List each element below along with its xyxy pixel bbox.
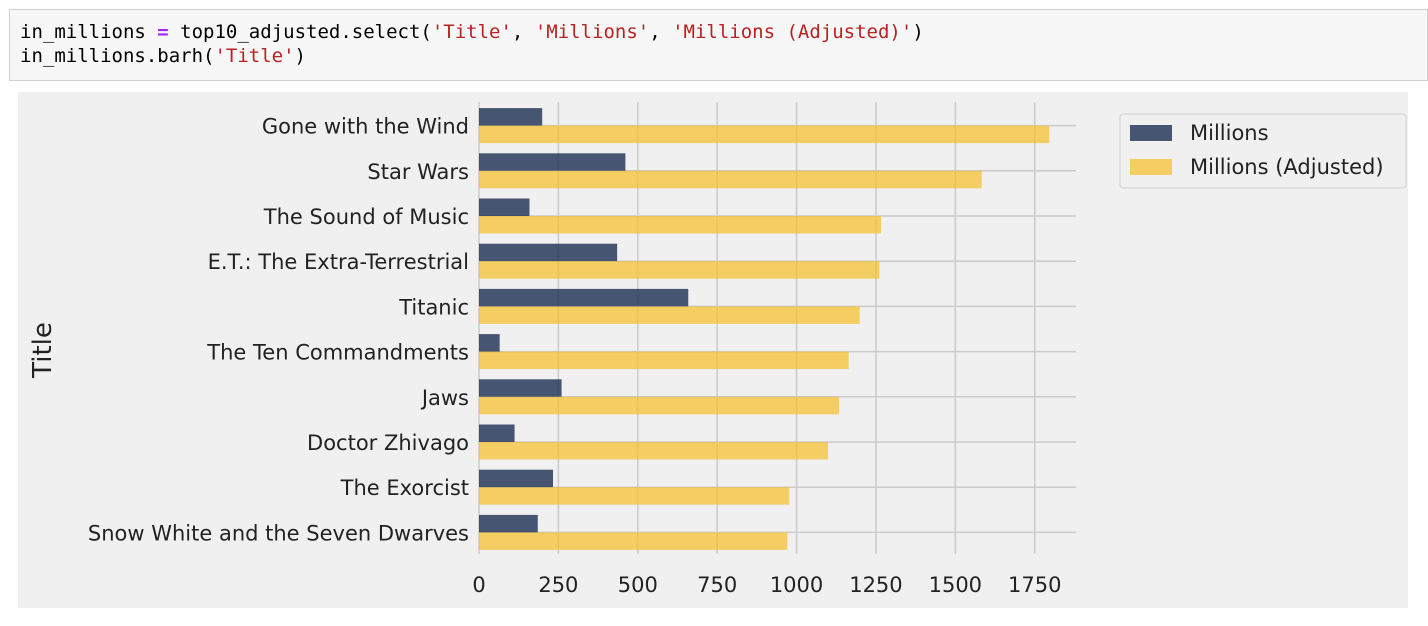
code-token: in_millions xyxy=(20,21,158,43)
legend-box xyxy=(1119,113,1407,189)
bar-millions-adjusted xyxy=(479,125,1050,144)
legend-label: Millions xyxy=(1190,121,1269,145)
code-cell[interactable]: in_millions = top10_adjusted.select('Tit… xyxy=(9,9,1428,81)
x-tick-label: 750 xyxy=(697,573,737,597)
code-line-2: in_millions.barh('Title') xyxy=(20,44,306,68)
bar-millions-adjusted xyxy=(479,487,790,505)
bar-millions-adjusted xyxy=(479,306,860,324)
x-tick-label: 1000 xyxy=(770,573,823,597)
bar-millions xyxy=(479,243,618,262)
y-tick-label: Star Wars xyxy=(367,160,469,184)
bar-millions xyxy=(479,514,538,533)
bar-millions-adjusted xyxy=(479,170,982,189)
x-tick-label: 1750 xyxy=(1008,573,1061,597)
code-token: , xyxy=(511,21,535,43)
bar-millions xyxy=(479,198,530,216)
legend-swatch-millions-adjusted xyxy=(1130,159,1172,175)
bar-millions-adjusted xyxy=(479,216,882,234)
code-token: 'Title' xyxy=(431,21,512,43)
bar-millions-adjusted xyxy=(479,396,840,415)
code-line-1: in_millions = top10_adjusted.select('Tit… xyxy=(20,20,924,44)
barh-chart: Gone with the Wind Star Wars The Sound of … xyxy=(18,92,1408,608)
legend-label: Millions (Adjusted) xyxy=(1190,155,1384,179)
y-tick-label: Jaws xyxy=(420,386,469,410)
bar-millions xyxy=(479,334,500,352)
x-tick-label: 0 xyxy=(472,573,485,597)
output-area: Gone with the Wind Star Wars The Sound of … xyxy=(18,92,1408,608)
bar-millions xyxy=(479,288,689,307)
y-tick-label: Titanic xyxy=(398,295,469,319)
bar-millions-adjusted xyxy=(479,261,880,279)
bar-millions xyxy=(479,469,553,488)
y-tick-label: The Ten Commandments xyxy=(206,341,469,365)
bar-millions xyxy=(479,153,626,171)
code-token: top10_adjusted.select( xyxy=(168,21,432,43)
code-token: 'Millions' xyxy=(534,21,650,43)
y-tick-label: The Exorcist xyxy=(340,476,469,500)
legend-swatch-millions xyxy=(1130,125,1172,141)
bar-millions xyxy=(479,379,562,397)
x-tick-label: 1250 xyxy=(849,573,902,597)
chart-legend: Millions Millions (Adjusted) xyxy=(1119,113,1407,189)
bar-millions-adjusted xyxy=(479,351,849,370)
y-tick-label: The Sound of Music xyxy=(263,205,469,229)
code-token: ) xyxy=(912,21,924,43)
y-tick-label: Doctor Zhivago xyxy=(307,431,469,455)
y-tick-label: Gone with the Wind xyxy=(262,115,469,139)
bar-millions-adjusted xyxy=(479,442,828,460)
bar-millions-adjusted xyxy=(479,532,788,550)
bar-millions xyxy=(479,108,543,126)
x-tick-label: 250 xyxy=(538,573,578,597)
x-tick-label: 1500 xyxy=(929,573,982,597)
code-token: 'Title' xyxy=(214,45,295,67)
code-token: , xyxy=(649,21,673,43)
code-token: in_millions.barh( xyxy=(20,45,215,67)
code-token: ) xyxy=(294,45,306,67)
y-tick-label: Snow White and the Seven Dwarves xyxy=(88,521,469,545)
code-token: 'Millions (Adjusted)' xyxy=(672,21,913,43)
y-axis-label: Title xyxy=(28,322,58,379)
code-token: = xyxy=(157,21,169,43)
bar-millions xyxy=(479,424,515,442)
y-tick-label: E.T.: The Extra-Terrestrial xyxy=(208,250,469,274)
x-tick-label: 500 xyxy=(618,573,658,597)
